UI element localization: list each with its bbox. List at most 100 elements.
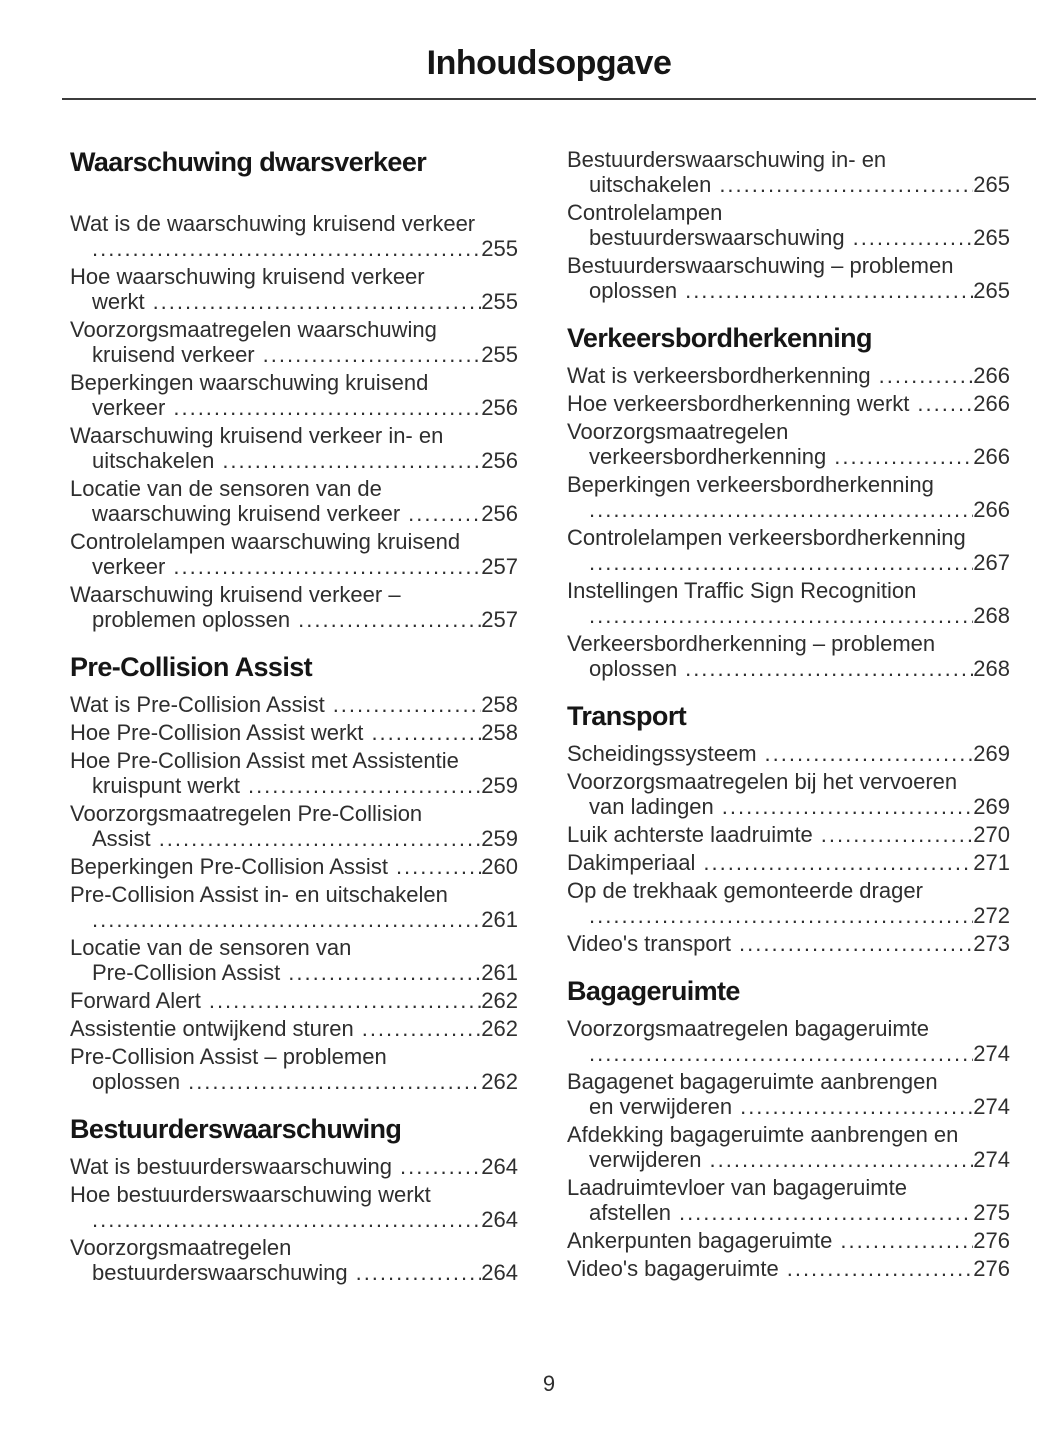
page-ref: 265	[973, 278, 1010, 303]
entry-leader-line: Video's transport.......................…	[567, 931, 1010, 956]
toc-entry: Beperkingen verkeersbordherkenning......…	[567, 472, 1010, 522]
entry-leader-line: Beperkingen Pre-Collision Assist........…	[70, 854, 518, 879]
entry-text: Wat is Pre-Collision Assist	[70, 692, 325, 717]
entry-leader-line: uitschakelen............................…	[567, 172, 1010, 197]
entry-text: kruispunt werkt	[92, 773, 240, 798]
entry-leader-line: ........................................…	[567, 903, 1010, 928]
entry-leader-line: Video's bagageruimte....................…	[567, 1256, 1010, 1281]
dot-leader: ........................................…	[786, 1256, 974, 1281]
toc-entry: Hoe Pre-Collision Assist met Assistentie…	[70, 748, 518, 798]
entry-text: problemen oplossen	[92, 607, 291, 632]
dot-leader: ........................................…	[288, 960, 481, 985]
entry-text: Scheidingssysteem	[567, 741, 757, 766]
entry-text: Assist	[92, 826, 151, 851]
entry-leader-line: Hoe verkeersbordherkenning werkt........…	[567, 391, 1010, 416]
entry-text: Hoe Pre-Collision Assist werkt	[70, 720, 364, 745]
toc-entry: Voorzorgsmaatregelen bagageruimte.......…	[567, 1016, 1010, 1066]
toc-entry: Bestuurderswaarschuwing – problemen oplos…	[567, 253, 1010, 303]
entry-leader-line: kruispunt werkt.........................…	[70, 773, 518, 798]
entry-leader-line: ........................................…	[70, 1207, 518, 1232]
entry-text-line: Afdekking bagageruimte aanbrengen en	[567, 1122, 959, 1147]
entry-leader-line: ........................................…	[567, 550, 1010, 575]
entry-text-line: Voorzorgsmaatregelen bij het vervoeren	[567, 769, 958, 794]
page-ref: 259	[481, 826, 518, 851]
entry-leader-line: Assist..................................…	[70, 826, 518, 851]
toc-entry: Hoe bestuurderswaarschuwing werkt.......…	[70, 1182, 518, 1232]
dot-leader: ........................................…	[834, 444, 973, 469]
dot-leader: ........................................…	[589, 550, 973, 575]
toc-entry: Bagagenet bagageruimte aanbrengen en verw…	[567, 1069, 1010, 1119]
toc-entry: Controlelampen bestuurderswaarschuwing...…	[567, 200, 1010, 250]
page-ref: 270	[973, 822, 1010, 847]
toc-entry: Voorzorgsmaatregelen Pre-Collision Assist…	[70, 801, 518, 851]
toc-entry: Video's transport.......................…	[567, 931, 1010, 956]
page-ref: 261	[481, 907, 518, 932]
dot-leader: ........................................…	[685, 278, 973, 303]
entry-leader-line: verkeer.................................…	[70, 395, 518, 420]
dot-leader: ........................................…	[173, 554, 482, 579]
page-ref: 268	[973, 656, 1010, 681]
toc-section: Waarschuwing dwarsverkeer Wat is de waars…	[70, 147, 518, 632]
entry-leader-line: verwijderen.............................…	[567, 1147, 1010, 1172]
toc-entry: Wat is verkeersbordherkenning...........…	[567, 363, 1010, 388]
section-heading: Waarschuwing dwarsverkeer	[70, 147, 427, 177]
toc-entry: Wat is Pre-Collision Assist.............…	[70, 692, 518, 717]
toc-entry: Beperkingen Pre-Collision Assist........…	[70, 854, 518, 879]
entry-leader-line: problemen oplossen......................…	[70, 607, 518, 632]
entry-text-line: Controlelampen	[567, 200, 723, 225]
entry-text-line: Beperkingen verkeersbordherkenning	[567, 472, 934, 497]
page-ref: 265	[973, 172, 1010, 197]
toc-entry: Ankerpunten bagageruimte................…	[567, 1228, 1010, 1253]
dot-leader: ........................................…	[188, 1069, 482, 1094]
entry-leader-line: Luik achterste laadruimte...............…	[567, 822, 1010, 847]
page-ref: 256	[481, 501, 518, 526]
toc-entry: Waarschuwing kruisend verkeer in- en uits…	[70, 423, 518, 473]
dot-leader: ........................................…	[740, 1094, 973, 1119]
entry-leader-line: uitschakelen............................…	[70, 448, 518, 473]
entry-text: Wat is verkeersbordherkenning	[567, 363, 871, 388]
section-heading: Bagageruimte	[567, 976, 740, 1006]
toc-entry: Locatie van de sensoren van Pre-Collision…	[70, 935, 518, 985]
toc-entry: Locatie van de sensoren van de waarschuwi…	[70, 476, 518, 526]
entry-text: Dakimperiaal	[567, 850, 696, 875]
toc-section: Bestuurderswaarschuwing in- en uitschakel…	[567, 147, 1010, 303]
page-ref: 268	[973, 603, 1010, 628]
page-ref: 276	[973, 1256, 1010, 1281]
page-ref: 262	[481, 988, 518, 1013]
page-ref: 274	[973, 1094, 1010, 1119]
entry-leader-line: oplossen................................…	[70, 1069, 518, 1094]
dot-leader: ........................................…	[589, 903, 973, 928]
page-ref: 262	[481, 1016, 518, 1041]
dot-leader: ........................................…	[739, 931, 973, 956]
entry-text: Forward Alert	[70, 988, 201, 1013]
toc-section: Bagageruimte Voorzorgsmaatregelen bagager…	[567, 976, 1010, 1281]
toc-section: Transport Scheidingssysteem..............…	[567, 701, 1010, 956]
dot-leader: ........................................…	[332, 692, 482, 717]
entry-leader-line: bestuurderswaarschuwing.................…	[70, 1260, 518, 1285]
entry-text: verkeer	[92, 395, 166, 420]
entry-text: werkt	[92, 289, 145, 314]
entry-text-line: Voorzorgsmaatregelen	[70, 1235, 292, 1260]
entry-leader-line: kruisend verkeer........................…	[70, 342, 518, 367]
dot-leader: ........................................…	[764, 741, 974, 766]
entry-text: afstellen	[589, 1200, 671, 1225]
dot-leader: ........................................…	[395, 854, 481, 879]
entry-leader-line: Wat is verkeersbordherkenning...........…	[567, 363, 1010, 388]
dot-leader: ........................................…	[262, 342, 482, 367]
page-title: Inhoudsopgave	[426, 44, 672, 82]
toc-entry: Hoe verkeersbordherkenning werkt........…	[567, 391, 1010, 416]
toc-column: Waarschuwing dwarsverkeer Wat is de waars…	[70, 147, 518, 1288]
dot-leader: ........................................…	[719, 172, 973, 197]
dot-leader: ........................................…	[703, 850, 973, 875]
toc-entry: Assistentie ontwijkend sturen...........…	[70, 1016, 518, 1041]
entry-leader-line: ........................................…	[70, 236, 518, 261]
entry-leader-line: ........................................…	[567, 603, 1010, 628]
page-ref: 261	[481, 960, 518, 985]
entry-text-line: Locatie van de sensoren van	[70, 935, 352, 960]
entry-leader-line: ........................................…	[70, 907, 518, 932]
toc-entry: Voorzorgsmaatregelen bij het vervoeren va…	[567, 769, 1010, 819]
toc-entry: Voorzorgsmaatregelen waarschuwing kruisen…	[70, 317, 518, 367]
entry-text: Video's transport	[567, 931, 732, 956]
entry-text-line: Op de trekhaak gemonteerde drager	[567, 878, 923, 903]
toc-entry: Waarschuwing kruisend verkeer – problemen…	[70, 582, 518, 632]
